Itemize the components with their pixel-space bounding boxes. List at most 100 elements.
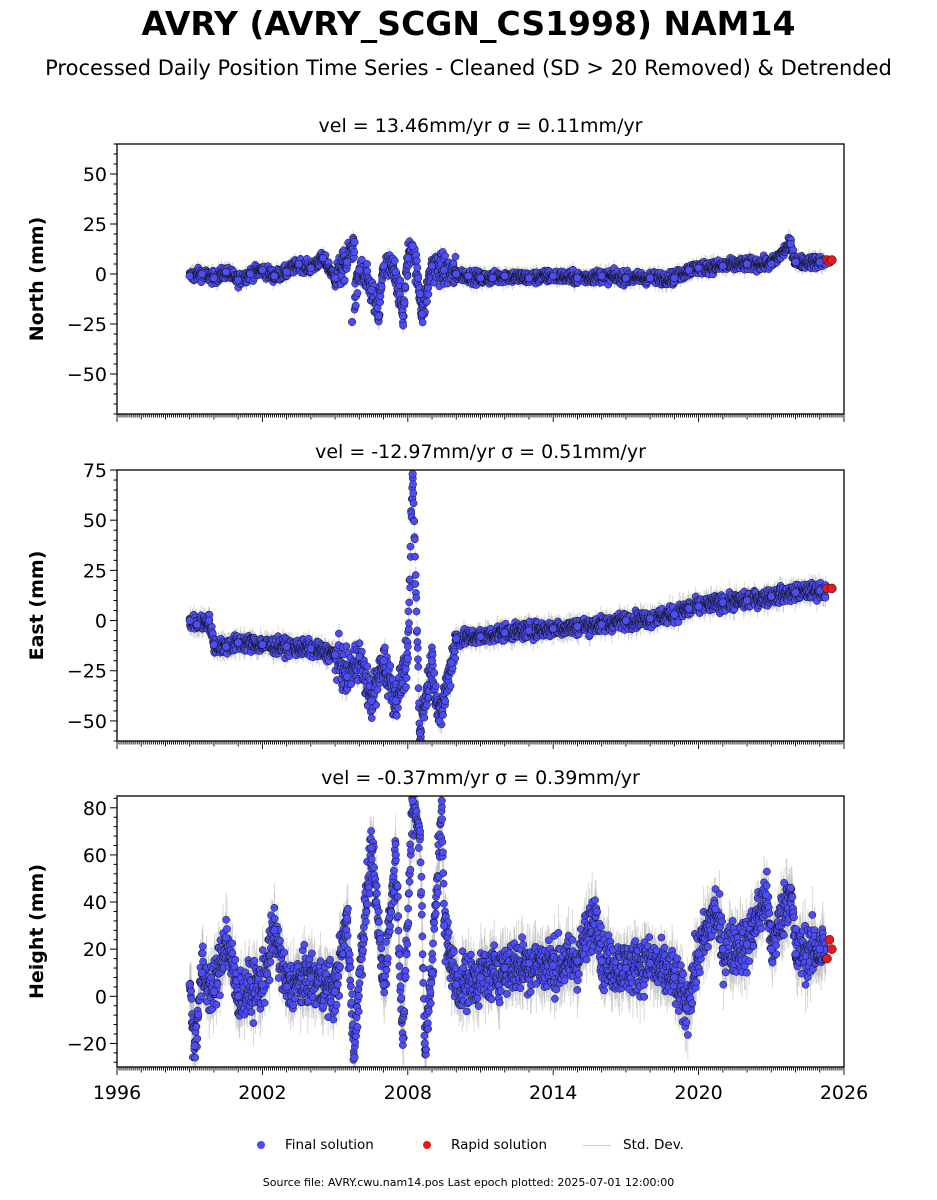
final-point [409, 499, 418, 508]
final-solution-points [185, 233, 830, 330]
final-point [343, 672, 352, 681]
panel-north: vel = 13.46mm/yr σ = 0.11mm/yr North (mm)… [26, 115, 845, 422]
final-point [441, 251, 449, 260]
final-point [408, 470, 417, 479]
final-point [435, 716, 444, 725]
final-point [403, 272, 412, 280]
y-tick-label: −25 [67, 661, 107, 683]
panel-title: vel = 13.46mm/yr σ = 0.11mm/yr [319, 115, 643, 137]
final-point [718, 261, 727, 271]
final-point [367, 696, 376, 705]
final-point [441, 697, 450, 706]
rapid-solution-points [822, 583, 837, 594]
final-point [398, 311, 408, 321]
chart-subtitle: Processed Daily Position Time Series - C… [45, 56, 892, 80]
final-point [363, 260, 371, 268]
final-point [406, 542, 415, 551]
final-point [363, 662, 372, 671]
panel-title: vel = -12.97mm/yr σ = 0.51mm/yr [315, 441, 646, 463]
plot-area [185, 470, 837, 741]
final-point [270, 271, 279, 281]
final-point [403, 253, 412, 263]
y-tick-label: 75 [83, 460, 107, 482]
final-point [440, 265, 449, 275]
y-axis-label: North (mm) [26, 217, 48, 342]
final-point [306, 263, 315, 273]
final-point [786, 239, 795, 249]
final-point [446, 682, 455, 690]
final-point [670, 610, 679, 619]
final-point [524, 626, 534, 635]
final-point [791, 588, 800, 597]
y-tick-label: 50 [83, 510, 107, 532]
final-point [185, 271, 194, 281]
final-point [411, 580, 420, 588]
final-point [391, 696, 400, 705]
final-point [222, 642, 231, 651]
final-point [414, 655, 422, 664]
final-point [413, 626, 421, 635]
rapid-point [827, 255, 837, 265]
final-point [670, 273, 679, 283]
final-point [379, 261, 388, 271]
final-point [411, 552, 419, 561]
final-point [414, 684, 423, 693]
y-tick-label: 0 [95, 264, 107, 286]
final-point [405, 598, 414, 607]
final-point [415, 728, 424, 738]
final-point [427, 261, 437, 271]
final-point [355, 639, 364, 648]
final-point [451, 252, 460, 261]
final-point [447, 658, 456, 667]
final-point [340, 276, 349, 285]
final-point [573, 273, 582, 283]
final-point [402, 674, 411, 682]
final-point [408, 241, 417, 251]
final-point [549, 624, 558, 633]
rapid-point [827, 583, 837, 594]
rapid-solution-points [822, 255, 837, 267]
final-point [500, 628, 509, 637]
final-point [411, 571, 420, 579]
final-point [646, 614, 655, 623]
final-point [373, 685, 382, 694]
final-point [414, 274, 423, 282]
final-point [684, 265, 693, 275]
final-point [743, 259, 752, 269]
y-tick-label: 25 [83, 560, 107, 582]
final-point [403, 642, 412, 651]
final-point [379, 656, 388, 665]
final-point [392, 711, 401, 720]
final-point [403, 654, 412, 663]
final-point [401, 665, 410, 673]
final-point [430, 669, 439, 677]
final-point [409, 480, 417, 489]
final-point [415, 289, 424, 299]
final-point [464, 271, 473, 281]
final-point [450, 647, 459, 656]
final-point [355, 652, 364, 661]
final-point [306, 644, 315, 653]
final-point [258, 640, 267, 649]
final-point [405, 619, 413, 627]
plot-area [185, 228, 837, 335]
final-point [621, 273, 630, 283]
final-point [413, 644, 422, 652]
final-point [420, 713, 429, 722]
final-point [348, 317, 357, 327]
final-point [386, 662, 395, 670]
final-point [414, 662, 423, 671]
final-point [821, 593, 830, 602]
final-point [412, 607, 421, 616]
final-point [402, 683, 410, 691]
y-tick-label: −50 [67, 364, 107, 386]
final-point [549, 271, 558, 281]
final-point [488, 273, 497, 283]
final-point [423, 297, 431, 306]
final-point [209, 640, 218, 649]
final-point [353, 289, 362, 297]
final-point [452, 269, 461, 279]
y-axis-label: East (mm) [26, 551, 48, 661]
final-point [258, 265, 267, 275]
